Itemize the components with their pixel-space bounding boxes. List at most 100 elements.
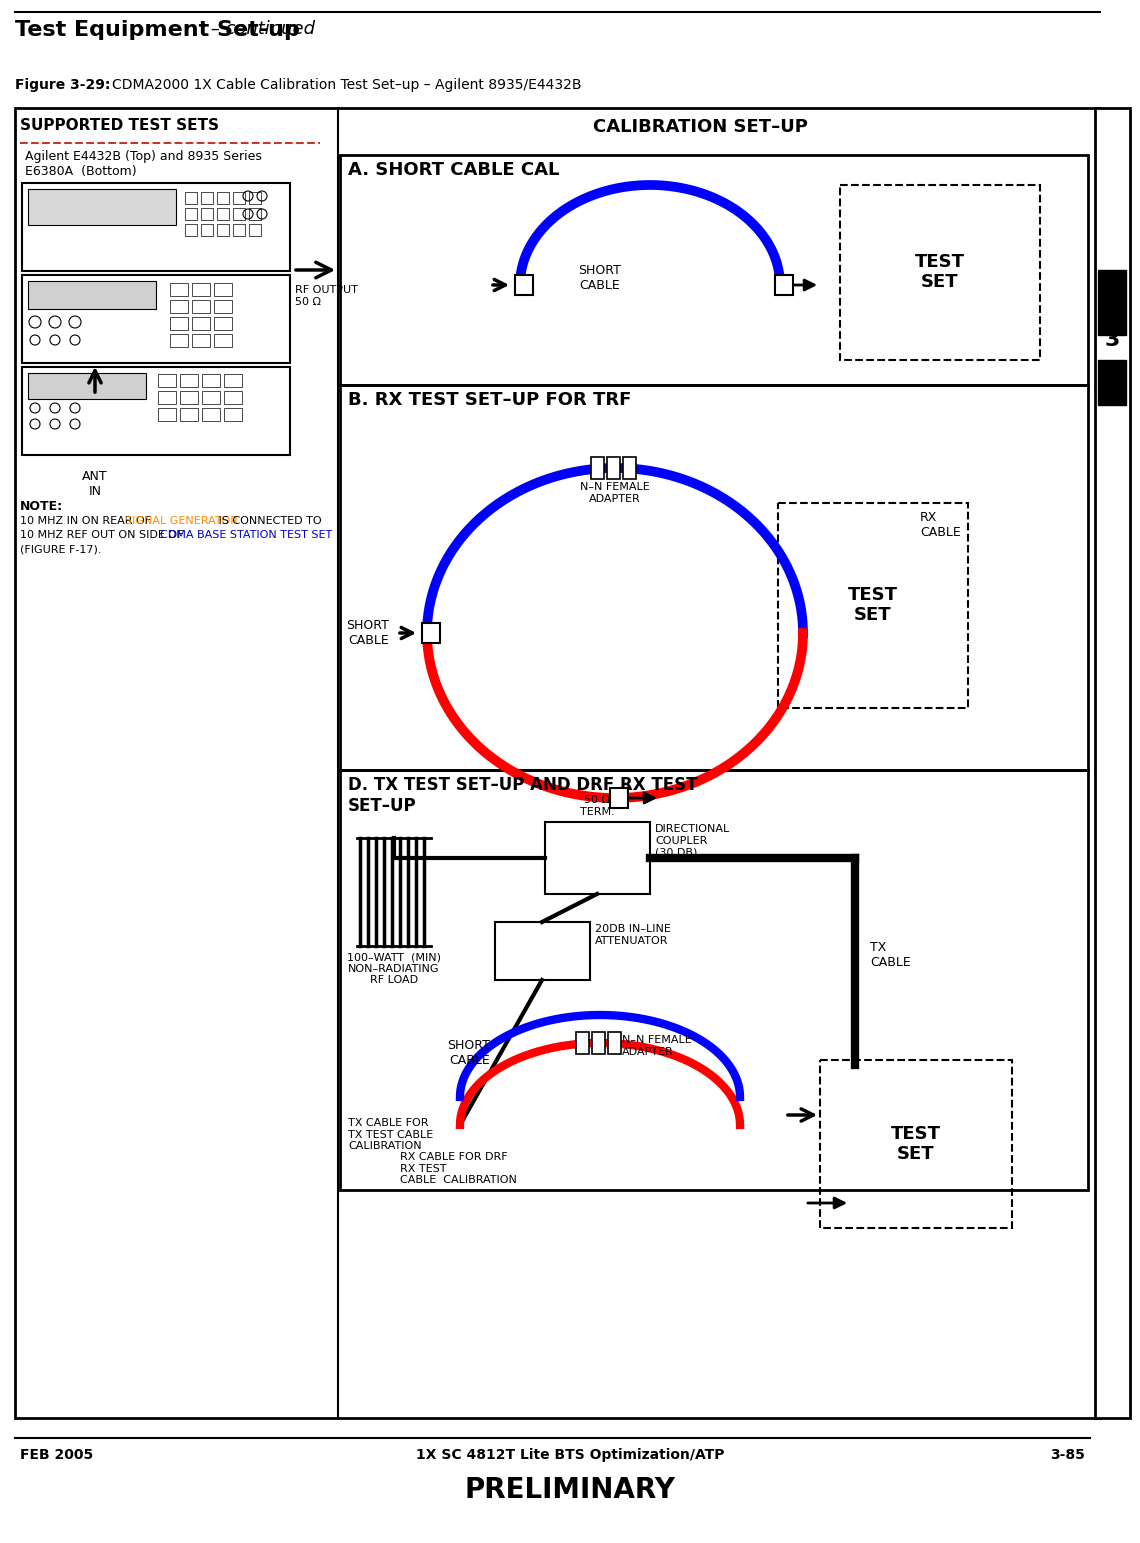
Bar xyxy=(820,1060,1012,1228)
Text: TEST
SET: TEST SET xyxy=(848,586,898,625)
Text: E6380A  (Bottom): E6380A (Bottom) xyxy=(25,165,137,177)
Text: IS CONNECTED TO: IS CONNECTED TO xyxy=(215,515,321,526)
Text: 100–WATT  (MIN)
NON–RADIATING
RF LOAD: 100–WATT (MIN) NON–RADIATING RF LOAD xyxy=(347,952,441,984)
Bar xyxy=(28,373,146,400)
Text: SHORT
CABLE: SHORT CABLE xyxy=(447,1038,490,1068)
Bar xyxy=(22,275,290,363)
Bar xyxy=(214,282,233,296)
Bar xyxy=(170,316,188,330)
Bar xyxy=(22,184,290,272)
Bar xyxy=(217,208,229,221)
Text: ANT
IN: ANT IN xyxy=(82,471,108,498)
Text: 50 Ω
TERM.: 50 Ω TERM. xyxy=(579,795,614,816)
Bar xyxy=(170,333,188,347)
Text: 10 MHZ IN ON REAR OF: 10 MHZ IN ON REAR OF xyxy=(21,515,155,526)
Text: N–N FEMALE
ADAPTER: N–N FEMALE ADAPTER xyxy=(580,481,650,503)
Bar xyxy=(622,457,636,478)
Text: SIGNAL GENERATOR: SIGNAL GENERATOR xyxy=(125,515,238,526)
Text: 3: 3 xyxy=(1105,330,1119,350)
Bar xyxy=(192,282,210,296)
Bar xyxy=(185,208,197,221)
Bar xyxy=(591,457,604,478)
Text: 3-85: 3-85 xyxy=(1050,1447,1085,1463)
Text: B. RX TEST SET–UP FOR TRF: B. RX TEST SET–UP FOR TRF xyxy=(348,390,632,409)
Bar xyxy=(217,224,229,236)
Bar xyxy=(1098,360,1126,404)
Bar xyxy=(495,923,591,980)
Text: SHORT
CABLE: SHORT CABLE xyxy=(579,264,621,292)
Text: TX CABLE FOR
TX TEST CABLE
CALIBRATION: TX CABLE FOR TX TEST CABLE CALIBRATION xyxy=(348,1119,433,1151)
Bar xyxy=(201,208,213,221)
Bar xyxy=(515,275,534,295)
Text: Figure 3-29:: Figure 3-29: xyxy=(15,79,111,93)
Bar xyxy=(192,333,210,347)
Text: PRELIMINARY: PRELIMINARY xyxy=(464,1477,676,1504)
Bar xyxy=(180,407,198,421)
Bar xyxy=(233,208,245,221)
Bar xyxy=(233,191,245,204)
Bar xyxy=(15,108,1100,1418)
Bar xyxy=(185,224,197,236)
Text: CDMA2000 1X Cable Calibration Test Set–up – Agilent 8935/E4432B: CDMA2000 1X Cable Calibration Test Set–u… xyxy=(112,79,581,93)
Bar xyxy=(214,333,233,347)
Bar xyxy=(170,282,188,296)
Text: 20DB IN–LINE
ATTENUATOR: 20DB IN–LINE ATTENUATOR xyxy=(595,924,670,946)
Text: 1X SC 4812T Lite BTS Optimization/ATP: 1X SC 4812T Lite BTS Optimization/ATP xyxy=(416,1447,724,1463)
Bar xyxy=(28,281,156,309)
Bar xyxy=(592,1032,605,1054)
Bar xyxy=(214,316,233,330)
Bar xyxy=(223,407,242,421)
Bar xyxy=(340,386,1088,770)
Text: D. TX TEST SET–UP AND DRF RX TEST
SET–UP: D. TX TEST SET–UP AND DRF RX TEST SET–UP xyxy=(348,776,698,815)
Text: CALIBRATION SET–UP: CALIBRATION SET–UP xyxy=(593,117,807,136)
Bar xyxy=(192,299,210,313)
Bar xyxy=(214,299,233,313)
Bar xyxy=(1096,108,1130,1418)
Bar xyxy=(180,373,198,387)
Text: RX
CABLE: RX CABLE xyxy=(920,511,961,539)
Bar xyxy=(840,185,1040,360)
Bar xyxy=(180,390,198,404)
Text: Test Equipment Set-up: Test Equipment Set-up xyxy=(15,20,300,40)
Text: – continued: – continued xyxy=(205,20,315,39)
Text: 10 MHZ REF OUT ON SIDE OF: 10 MHZ REF OUT ON SIDE OF xyxy=(21,529,187,540)
Text: N–N FEMALE
ADAPTER: N–N FEMALE ADAPTER xyxy=(622,1035,692,1057)
Text: RX CABLE FOR DRF
RX TEST
CABLE  CALIBRATION: RX CABLE FOR DRF RX TEST CABLE CALIBRATI… xyxy=(400,1153,516,1185)
Text: SHORT
CABLE: SHORT CABLE xyxy=(347,619,389,647)
Bar xyxy=(223,390,242,404)
Text: (FIGURE F-17).: (FIGURE F-17). xyxy=(21,545,101,554)
Bar xyxy=(202,373,220,387)
Bar xyxy=(777,503,968,708)
Bar xyxy=(201,224,213,236)
Bar xyxy=(1098,270,1126,335)
Bar xyxy=(170,299,188,313)
Bar xyxy=(340,770,1088,1190)
Text: SUPPORTED TEST SETS: SUPPORTED TEST SETS xyxy=(21,117,219,133)
Bar xyxy=(340,154,1088,386)
Text: TEST
SET: TEST SET xyxy=(915,253,964,292)
Bar xyxy=(158,373,176,387)
Text: NOTE:: NOTE: xyxy=(21,500,63,512)
Bar xyxy=(28,188,176,225)
Text: FEB 2005: FEB 2005 xyxy=(21,1447,93,1463)
Bar xyxy=(158,407,176,421)
Bar xyxy=(576,1032,589,1054)
Text: RF OUTPUT
50 Ω: RF OUTPUT 50 Ω xyxy=(295,285,358,307)
Bar xyxy=(192,316,210,330)
Bar xyxy=(185,191,197,204)
Bar xyxy=(422,623,440,643)
Bar xyxy=(545,822,650,893)
Bar xyxy=(202,390,220,404)
Bar xyxy=(217,191,229,204)
Bar xyxy=(610,788,628,809)
Bar xyxy=(202,407,220,421)
Bar xyxy=(22,367,290,455)
Bar xyxy=(223,373,242,387)
Bar xyxy=(249,208,261,221)
Text: A. SHORT CABLE CAL: A. SHORT CABLE CAL xyxy=(348,160,560,179)
Text: TX
CABLE: TX CABLE xyxy=(870,941,911,969)
Bar xyxy=(606,457,620,478)
Text: TEST
SET: TEST SET xyxy=(891,1125,940,1163)
Bar xyxy=(233,224,245,236)
Text: CDMA BASE STATION TEST SET: CDMA BASE STATION TEST SET xyxy=(160,529,332,540)
